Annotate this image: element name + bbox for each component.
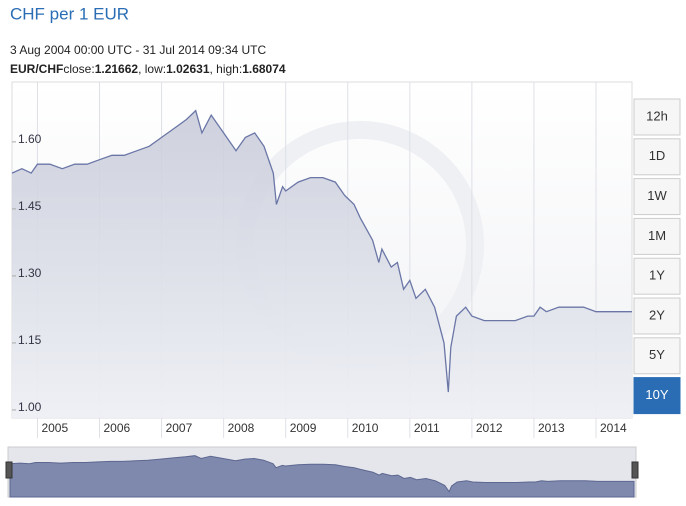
range-button[interactable]	[633, 297, 681, 335]
range-button-label[interactable]: 1M	[648, 228, 666, 243]
range-button[interactable]	[633, 377, 681, 415]
stat-label: close:	[63, 62, 94, 76]
range-button-label[interactable]: 1Y	[649, 268, 665, 283]
x-tick-label: 2008	[228, 421, 255, 435]
x-tick-label: 2014	[600, 421, 627, 435]
x-tick-label: 2011	[414, 421, 440, 435]
x-tick-label: 2007	[166, 421, 193, 435]
range-button[interactable]	[633, 178, 681, 216]
x-tick-label: 2006	[104, 421, 131, 435]
navigator-area	[9, 455, 635, 498]
range-button-label[interactable]: 1D	[649, 148, 666, 163]
stat-label: , low:	[138, 62, 166, 76]
x-tick-label: 2009	[290, 421, 317, 435]
x-tick-label: 2012	[476, 421, 503, 435]
page-title: CHF per 1 EUR	[10, 4, 129, 23]
range-button[interactable]	[633, 217, 681, 255]
stat-value: 1.21662	[95, 62, 139, 76]
range-button[interactable]	[633, 337, 681, 375]
range-button[interactable]	[633, 98, 681, 136]
stat-label: , high:	[210, 62, 243, 76]
range-button-label[interactable]: 5Y	[649, 347, 665, 362]
range-button[interactable]	[633, 138, 681, 176]
range-button-label[interactable]: 2Y	[649, 307, 665, 322]
line	[11, 109, 632, 393]
stats-line: EUR/CHFclose:1.21662, low:1.02631, high:…	[10, 62, 286, 76]
chart: 2005 2006 2007 2008 2009 2010 2011 2012 2013 2014…	[5, 82, 681, 498]
navigator-handle[interactable]	[5, 461, 13, 479]
date-range: 3 Aug 2004 00:00 UTC - 31 Jul 2014 09:34…	[10, 43, 266, 57]
range-button[interactable]	[633, 257, 681, 295]
area	[12, 110, 632, 418]
y-tick-label: 1.15	[18, 333, 42, 347]
x-tick-label: 2010	[352, 421, 379, 435]
y-tick-label: 1.00	[18, 400, 42, 414]
navigator-handle[interactable]	[631, 461, 639, 479]
x-tick-label: 2005	[41, 421, 68, 435]
y-tick-label: 1.30	[18, 266, 42, 280]
pair-label: EUR/CHF	[10, 62, 63, 76]
stat-value: 1.02631	[166, 62, 210, 76]
y-tick-label: 1.45	[18, 199, 42, 213]
y-tick-label: 1.60	[18, 132, 42, 146]
x-tick-label: 2013	[538, 421, 565, 435]
range-button-label[interactable]: 1W	[647, 188, 667, 203]
range-button-label[interactable]: 12h	[646, 108, 668, 123]
stat-value: 1.68074	[242, 62, 286, 76]
range-button-label[interactable]: 10Y	[645, 387, 668, 402]
